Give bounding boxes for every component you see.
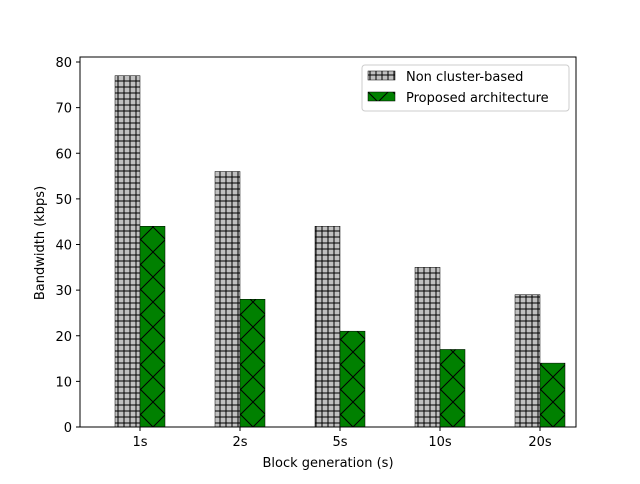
plot-frame — [79, 56, 577, 428]
y-tick-label: 80 — [55, 56, 72, 71]
bar-non-cluster-5s — [314, 226, 341, 428]
bar-proposed-1s — [139, 226, 166, 428]
legend-box — [361, 64, 570, 112]
axes: 0 10 20 30 40 50 60 70 80 1s 2s 5s 10s 20s — [55, 56, 577, 450]
x-tick-label: 2s — [232, 435, 247, 450]
x-tick-label: 20s — [528, 435, 552, 450]
y-tick-label: 60 — [55, 147, 72, 162]
legend-swatch-proposed — [367, 91, 396, 102]
y-tick-label: 30 — [55, 284, 72, 299]
bar-non-cluster-10s — [414, 267, 441, 428]
x-axis-label: Block generation (s) — [262, 456, 393, 471]
y-axis-label: Bandwidth (kbps) — [33, 186, 48, 300]
bar-non-cluster-2s — [214, 171, 241, 428]
legend-label-proposed: Proposed architecture — [406, 91, 549, 106]
x-tick-label: 5s — [332, 435, 347, 450]
y-tick-label: 70 — [55, 102, 72, 117]
bar-proposed-10s — [439, 349, 466, 428]
y-tick-label: 0 — [64, 421, 72, 436]
y-tick-label: 40 — [55, 239, 72, 254]
y-tick-label: 10 — [55, 375, 72, 390]
bar-non-cluster-20s — [514, 294, 541, 428]
legend: Non cluster-based Proposed architecture — [361, 64, 570, 112]
bar-proposed-5s — [339, 330, 366, 428]
legend-swatch-non-cluster — [367, 70, 396, 81]
bar-non-cluster-1s — [114, 75, 141, 428]
bars-layer — [114, 75, 566, 428]
bar-proposed-2s — [239, 299, 266, 428]
x-tick-label: 10s — [428, 435, 452, 450]
y-tick-label: 50 — [55, 193, 72, 208]
y-tick-label: 20 — [55, 330, 72, 345]
bar-proposed-20s — [539, 362, 566, 428]
x-tick-label: 1s — [132, 435, 147, 450]
legend-label-non-cluster: Non cluster-based — [406, 70, 523, 85]
